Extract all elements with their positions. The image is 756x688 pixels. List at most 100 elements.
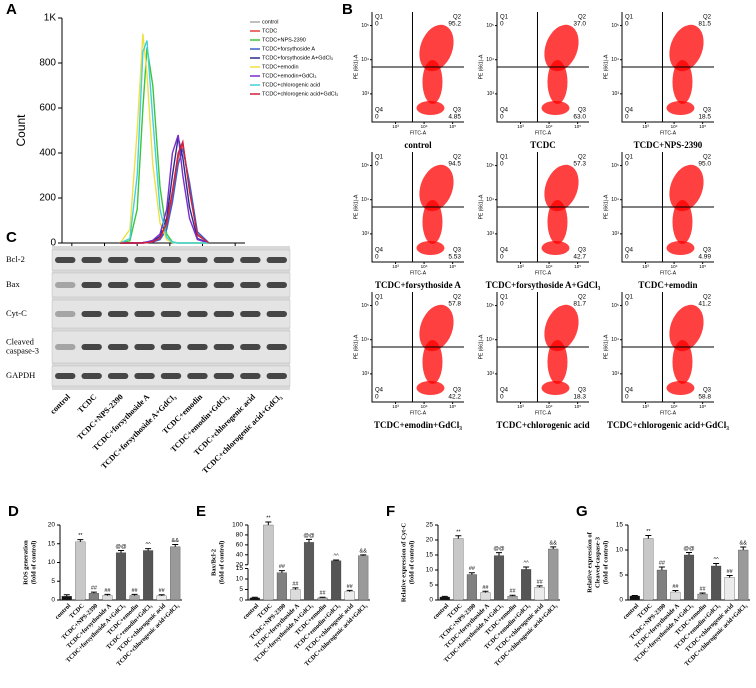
- cell-clouds: [666, 24, 704, 115]
- error-bar: [441, 595, 448, 597]
- blot-band: [160, 311, 182, 317]
- x-axis-title: FITC-A: [660, 410, 677, 416]
- significance-label: ##: [91, 586, 98, 592]
- x-tick-label: 10⁴: [671, 124, 678, 129]
- significance-label: ##: [727, 569, 734, 575]
- blot-band: [55, 282, 76, 288]
- x-tick-label: 10³: [517, 124, 524, 129]
- panel-caption: control: [404, 140, 432, 150]
- quadrant-name: Q3: [453, 108, 462, 114]
- y-axis-title: (fold of control): [30, 541, 37, 585]
- panel-caption: TCDC+chlorogenic acid: [496, 420, 589, 430]
- significance-label: &&: [172, 538, 180, 544]
- quadrant-value: 18.3: [573, 394, 586, 401]
- quadrant-name: Q1: [625, 155, 634, 161]
- blot-band: [107, 282, 129, 288]
- cell-clouds: [416, 304, 454, 395]
- quadrant-value: 95.2: [448, 21, 461, 28]
- y-axis-title: (fold of control): [218, 541, 225, 585]
- blot-band: [187, 344, 208, 350]
- cell-cloud: [544, 304, 579, 352]
- quadrant-value: 63.0: [573, 114, 586, 121]
- y-tick-label: 0: [239, 597, 243, 604]
- bar: [317, 597, 328, 601]
- x-axis-title: FITC-A: [535, 410, 552, 416]
- quadrant-name: Q2: [703, 295, 712, 301]
- x-tick-label: 10³: [392, 124, 399, 129]
- cell-clouds: [541, 24, 579, 115]
- panel-letter: D: [8, 503, 19, 520]
- y-tick-label: 10⁴: [486, 337, 494, 343]
- cell-clouds: [666, 304, 704, 395]
- quadrant-value: 5.53: [448, 254, 461, 261]
- x-tick-label: 10⁴: [671, 264, 678, 269]
- cell-cloud: [422, 200, 443, 244]
- error-bar: [360, 554, 367, 556]
- row-label: GAPDH: [6, 370, 35, 380]
- blot-band: [107, 344, 129, 350]
- y-tick-label: 10⁴: [361, 337, 369, 343]
- blot-band: [81, 282, 102, 288]
- quadrant-name: Q3: [703, 248, 712, 254]
- y-tick-label: 10⁴: [486, 57, 494, 63]
- quadrant-name: Q2: [453, 295, 462, 301]
- blot-band: [107, 373, 129, 379]
- quadrant-name: Q1: [375, 295, 384, 301]
- quadrant-value: 81.5: [698, 21, 711, 28]
- significance-label: &&: [360, 548, 368, 554]
- y-axis-title: PE (661)-A: [478, 54, 484, 79]
- x-tick-label: 10⁴: [421, 124, 428, 129]
- legend-label: TCDC+emodin: [262, 64, 299, 70]
- significance-label: ##: [131, 588, 138, 594]
- blot-band: [134, 373, 155, 379]
- significance-label: ##: [469, 566, 476, 572]
- y-tick-label: 20: [236, 561, 244, 568]
- y-tick-label: 10: [236, 576, 244, 583]
- error-bar: [278, 570, 285, 573]
- panel-letter: A: [6, 1, 17, 18]
- panel-caption: TCDC+forsythoside A: [375, 280, 461, 290]
- y-tick-label: 10³: [612, 91, 620, 97]
- cell-cloud: [669, 304, 704, 352]
- y-tick-label: 15: [48, 540, 56, 547]
- quadrant-value: 0: [625, 161, 629, 168]
- error-bar: [145, 548, 152, 551]
- y-tick-label: 10⁵: [611, 23, 619, 29]
- x-tick-label: 10⁵: [699, 124, 706, 129]
- quadrant-name: Q4: [625, 108, 634, 114]
- bar: [548, 548, 559, 601]
- error-bar: [550, 546, 557, 549]
- significance-label: ##: [159, 588, 166, 594]
- cell-cloud: [419, 164, 454, 212]
- y-tick-label: 10⁴: [611, 57, 619, 63]
- significance-label: ##: [699, 586, 706, 592]
- cell-clouds: [541, 164, 579, 255]
- blot-band: [266, 282, 287, 288]
- blot-band: [213, 257, 235, 263]
- blot-band: [107, 257, 129, 263]
- blot-band: [55, 311, 76, 317]
- quadrant-value: 42.2: [448, 394, 461, 401]
- quadrant-value: 18.5: [698, 114, 711, 121]
- bar: [534, 587, 545, 601]
- y-tick-label: 80: [236, 532, 244, 539]
- bar: [115, 552, 127, 601]
- x-tick-label: 10⁴: [421, 264, 428, 269]
- scatter-frame: [621, 292, 714, 403]
- blot-band: [134, 344, 155, 350]
- y-tick-label: 5: [429, 582, 433, 589]
- x-tick-label: 10³: [517, 404, 524, 409]
- legend-label: TCDC+NPS-2390: [262, 37, 306, 43]
- cell-cloud: [416, 381, 445, 395]
- quadrant-value: 81.7: [573, 301, 586, 308]
- y-tick-label: 0: [51, 597, 55, 604]
- cell-cloud: [547, 60, 568, 104]
- quadrant-name: Q4: [500, 388, 509, 394]
- blot-band: [213, 344, 235, 350]
- quadrant-value: 57.3: [573, 161, 586, 168]
- y-axis-title: (fold of control): [408, 541, 415, 585]
- y-axis-title: PE (661)-A: [353, 194, 359, 219]
- significance-label: @@: [115, 544, 127, 550]
- x-tick-label: 10³: [642, 404, 649, 409]
- error-bar: [265, 521, 272, 525]
